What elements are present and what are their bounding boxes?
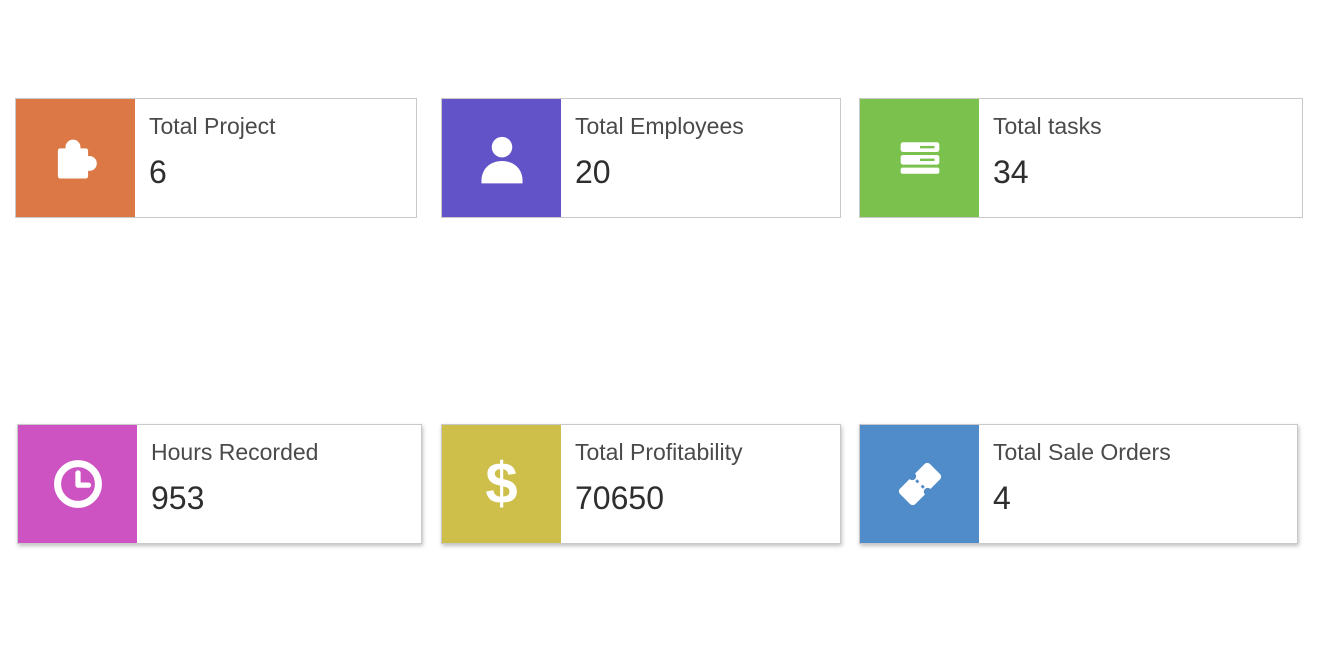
clock-icon (18, 425, 137, 543)
stat-value: 20 (575, 154, 611, 190)
stat-info: Total Employees 20 (561, 99, 760, 217)
stat-label: Total Sale Orders (993, 439, 1171, 465)
stat-card-total-employees[interactable]: Total Employees 20 (441, 98, 841, 218)
dollar-icon: $ (442, 425, 561, 543)
ticket-icon (860, 425, 979, 543)
stat-card-hours-recorded[interactable]: Hours Recorded 953 (17, 424, 422, 544)
stat-info: Total Project 6 (135, 99, 292, 217)
stat-info: Total Sale Orders 4 (979, 425, 1187, 543)
puzzle-icon (16, 99, 135, 217)
tasks-icon (860, 99, 979, 217)
stat-info: Total tasks 34 (979, 99, 1118, 217)
stat-label: Total tasks (993, 113, 1102, 139)
stat-card-total-project[interactable]: Total Project 6 (15, 98, 417, 218)
stat-value: 953 (151, 480, 205, 516)
stat-info: Total Profitability 70650 (561, 425, 758, 543)
stat-value: 4 (993, 480, 1011, 516)
stat-card-total-profitability[interactable]: $ Total Profitability 70650 (441, 424, 841, 544)
stat-value: 6 (149, 154, 167, 190)
stat-value: 34 (993, 154, 1029, 190)
stat-value: 70650 (575, 480, 664, 516)
stat-info: Hours Recorded 953 (137, 425, 334, 543)
dollar-glyph: $ (485, 451, 518, 516)
stat-label: Total Employees (575, 113, 744, 139)
stat-label: Total Profitability (575, 439, 743, 465)
user-icon (442, 99, 561, 217)
stat-card-total-sale-orders[interactable]: Total Sale Orders 4 (859, 424, 1298, 544)
stat-label: Hours Recorded (151, 439, 319, 465)
stat-card-total-tasks[interactable]: Total tasks 34 (859, 98, 1303, 218)
stat-label: Total Project (149, 113, 276, 139)
